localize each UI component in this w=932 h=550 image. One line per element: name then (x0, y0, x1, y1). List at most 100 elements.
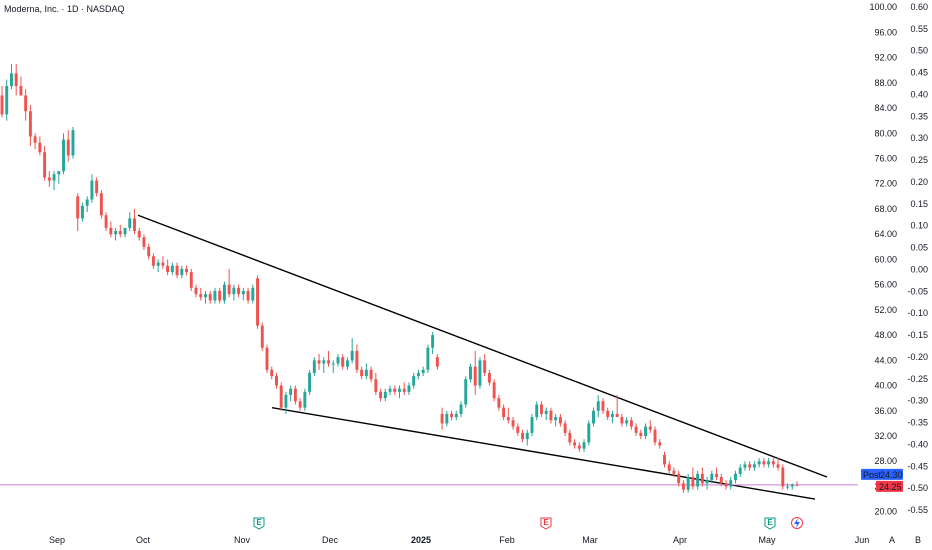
candle (237, 284, 241, 298)
candle-body (298, 401, 302, 408)
candle (95, 177, 99, 197)
candle-body (776, 464, 780, 468)
candle (511, 417, 515, 430)
candle-body (615, 413, 619, 418)
candle (639, 429, 643, 440)
candle-body (142, 237, 146, 247)
candle (133, 208, 136, 235)
candle (658, 439, 662, 449)
y-right-tick-label: -0.05 (907, 286, 928, 296)
candle (596, 395, 600, 418)
candle-body (653, 429, 657, 443)
y-right-tick-label: -0.55 (907, 505, 928, 515)
flash-news-icon (791, 517, 803, 529)
candle-body (549, 410, 553, 421)
candle-body (516, 426, 520, 433)
price-labels: Post 24.30 24.25 (861, 468, 903, 492)
y-right-tick-label: -0.50 (907, 483, 928, 493)
lightning-icon (794, 518, 800, 528)
candle-body (189, 272, 193, 288)
x-tick-label: Dec (322, 535, 339, 545)
y-tick-label: 92.00 (874, 53, 897, 63)
candle-body (95, 180, 99, 194)
candle-body (724, 483, 728, 487)
candle-body (185, 268, 189, 273)
candle (222, 281, 226, 304)
candle (705, 477, 709, 490)
candle-body (232, 287, 236, 295)
candle-body (308, 372, 312, 392)
candle-body (421, 369, 425, 373)
candle (208, 290, 212, 304)
candle-body (487, 372, 491, 383)
candle-body (752, 464, 756, 468)
candle (587, 420, 591, 446)
candle-body (161, 262, 165, 266)
candle (601, 398, 605, 414)
x-tick-label: 2025 (411, 535, 431, 545)
candle-body (648, 426, 652, 430)
candle (33, 133, 37, 150)
candle-body (696, 473, 700, 487)
candle (521, 429, 525, 443)
candle-body (374, 379, 378, 392)
candle (729, 477, 733, 490)
y-tick-label: 28.00 (874, 456, 897, 466)
candle-body (473, 366, 477, 386)
candle-body (199, 294, 203, 298)
candle-body (582, 442, 586, 449)
candle (270, 366, 274, 380)
y-tick-label: 32.00 (874, 431, 897, 441)
candle-body (364, 369, 368, 377)
time-axis[interactable]: Sep Oct Nov Dec 2025 Feb Mar Apr May Jun (49, 535, 869, 545)
candle-body (700, 473, 704, 484)
candle-body (601, 401, 605, 411)
candle (738, 464, 742, 478)
candle-body (237, 287, 241, 295)
candle-body (554, 417, 558, 421)
candle-body (577, 445, 581, 449)
candle-body (672, 470, 676, 474)
candle (0, 85, 4, 118)
candle-body (156, 262, 160, 266)
chart-title: Moderna, Inc. · 1D · NASDAQ (4, 4, 125, 14)
candle (151, 253, 155, 269)
candle (114, 227, 118, 241)
candle (748, 461, 752, 471)
candle-body (0, 95, 4, 115)
candle (767, 458, 771, 468)
candle (360, 366, 364, 380)
candle-body (379, 391, 383, 399)
axis-button-a[interactable]: A (889, 535, 895, 545)
candle (487, 369, 491, 386)
candle (506, 407, 510, 424)
candle (558, 413, 562, 427)
candle-body (715, 473, 719, 478)
y-right-tick-label: -0.40 (907, 439, 928, 449)
candle (284, 391, 288, 414)
candle (696, 470, 700, 490)
earnings-marker-shape (764, 517, 776, 530)
candle (322, 357, 326, 373)
candle-body (383, 391, 387, 399)
candle (620, 413, 624, 427)
candle (350, 338, 354, 364)
candle-body (502, 407, 506, 418)
candle (573, 439, 577, 449)
candle-body (459, 404, 463, 414)
dividend-marker-label: E (543, 518, 549, 527)
candle (625, 417, 629, 427)
candle-body (213, 290, 217, 301)
candle (327, 350, 330, 367)
candle (241, 287, 245, 301)
candle (445, 410, 449, 427)
candle (691, 467, 695, 490)
candle-body (767, 461, 771, 465)
candle-body (90, 180, 94, 200)
candle (274, 372, 278, 389)
axis-button-b[interactable]: B (915, 535, 921, 545)
candle-body (587, 423, 591, 443)
candle (388, 385, 392, 396)
